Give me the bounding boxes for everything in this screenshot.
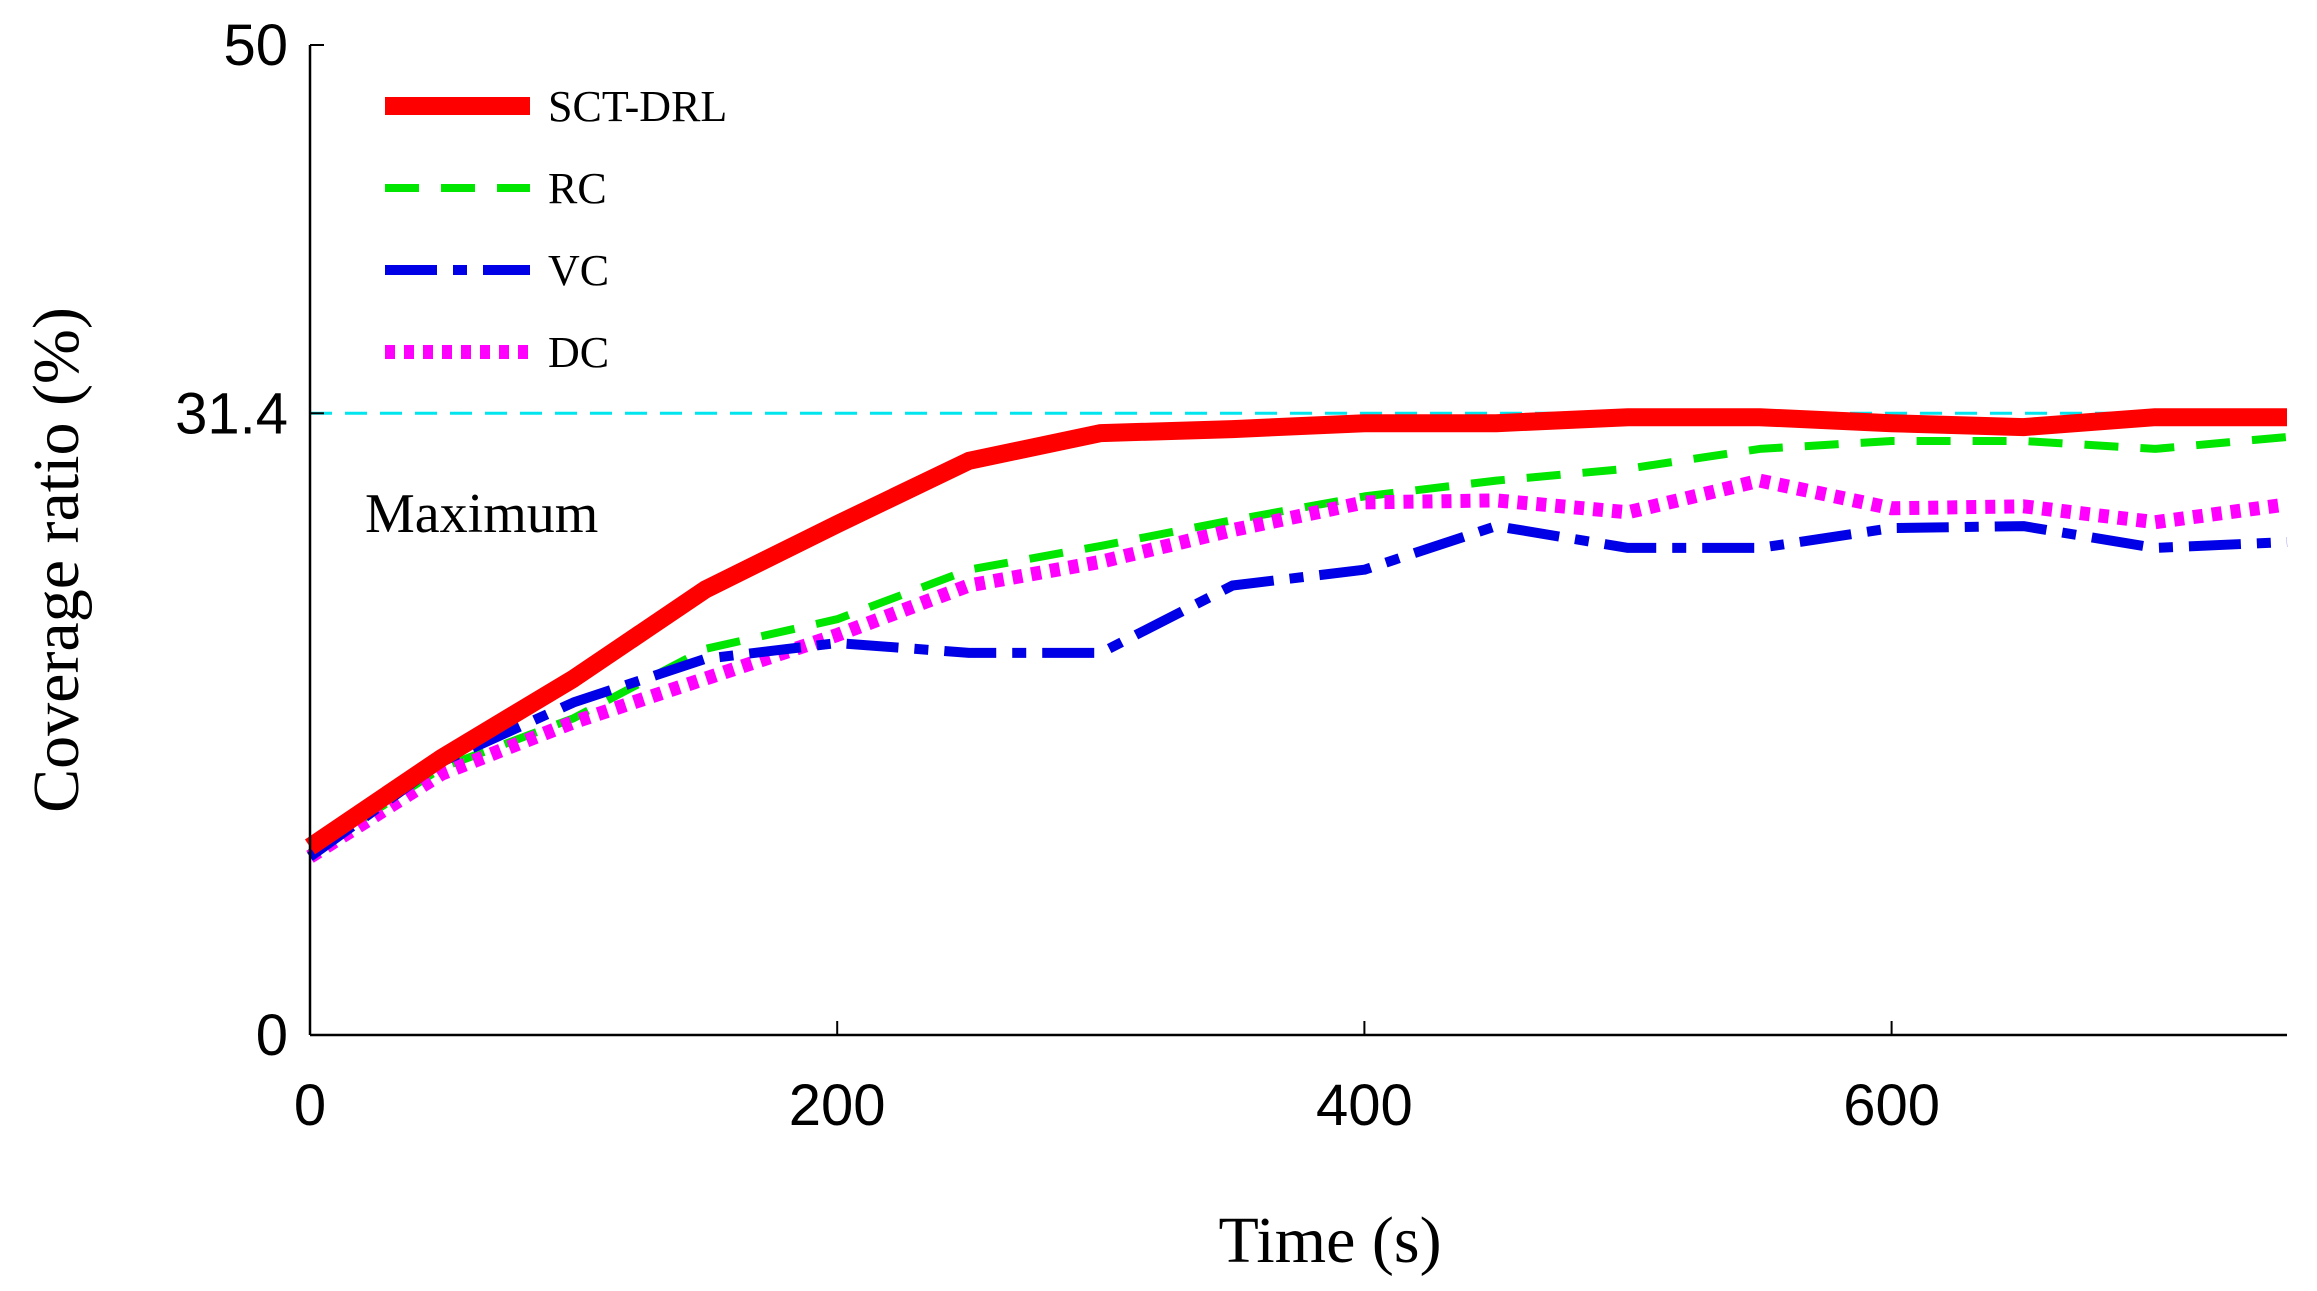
y-axis-title: Coverage ratio (%) [20,307,93,813]
legend-label: DC [548,328,609,377]
series-line-rc [307,433,2288,857]
y-tick-label: 0 [256,1003,288,1068]
x-axis-title: Time (s) [1218,1204,1441,1277]
series-layer [304,408,2288,863]
y-tick-label: 31.4 [175,381,288,446]
axes-layer [308,45,2287,1037]
series-line-sct-drl [304,408,2287,855]
y-tick-label: 50 [223,13,288,78]
legend-label: SCT-DRL [548,82,727,131]
legend: SCT-DRL RC VC DC [385,82,727,377]
x-tick-label: 200 [789,1073,886,1138]
legend-label: RC [548,164,607,213]
x-tick-label: 600 [1843,1073,1940,1138]
x-tick-label: 0 [294,1073,326,1138]
x-tick-label: 400 [1316,1073,1413,1138]
legend-label: VC [548,246,609,295]
series-line-dc [306,473,2288,863]
maximum-annotation: Maximum [365,483,598,545]
tick-layer: 0 200 400 600 0 31.4 50 [175,13,1940,1138]
series-line-vc [307,521,2288,861]
